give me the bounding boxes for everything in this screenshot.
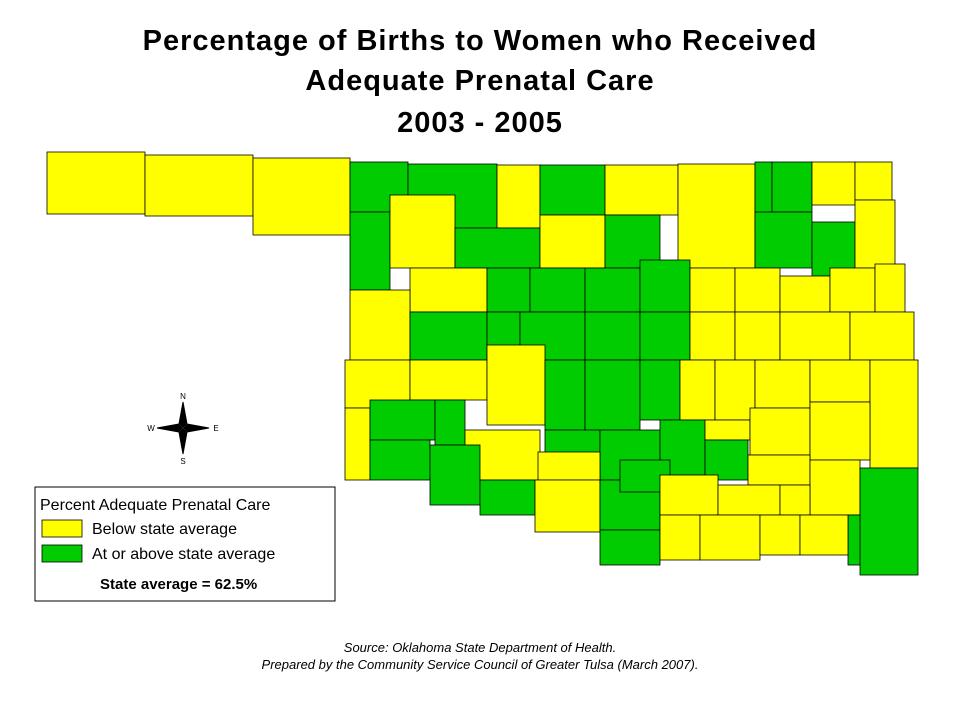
county [779,275,831,313]
county [689,267,736,313]
county [537,451,601,481]
county [539,214,606,269]
county [749,407,811,456]
county [659,474,719,516]
compass-label: S [180,457,185,466]
county [486,344,546,426]
county [604,214,661,269]
county [704,419,751,441]
county [679,359,716,421]
title: Adequate Prenatal Care [305,65,654,97]
county [874,263,906,313]
county [409,267,488,313]
county [599,529,661,566]
county [849,311,915,361]
compass: N W E S [147,392,218,466]
county [689,311,736,361]
county [369,439,431,481]
legend-swatch [41,519,83,538]
county [771,161,813,213]
county [811,161,856,206]
county [584,359,641,431]
legend-note: State average = 62.5% [100,576,257,593]
legend-label: At or above state average [92,546,275,563]
compass-label: W [147,424,155,433]
legend-swatch [41,544,83,563]
county [539,164,606,216]
county [779,484,811,516]
county [409,311,488,361]
county [847,514,861,566]
county [349,289,411,361]
county [252,157,351,236]
county [369,399,436,441]
county [859,467,919,576]
legend-box [34,486,336,602]
compass-rose [183,424,209,432]
map [46,151,919,576]
county [389,194,456,269]
county [46,151,146,215]
county [809,401,871,461]
county [779,311,851,361]
county [747,454,811,486]
county [479,479,536,516]
county [717,484,781,516]
county [434,399,466,446]
county [639,311,691,361]
county [344,407,371,481]
title: Percentage of Births to Women who Receiv… [143,25,818,57]
legend-title: Percent Adequate Prenatal Care [40,497,270,514]
county [734,311,781,361]
county [584,311,641,361]
county [486,267,531,313]
county [584,267,641,313]
county [714,359,756,421]
source: Source: Oklahoma State Department of Hea… [344,640,616,655]
county [544,359,586,431]
county [639,259,691,313]
county [809,459,861,516]
compass-rose [179,402,187,428]
county [429,444,481,506]
county [604,164,679,216]
county [809,359,871,403]
source: Prepared by the Community Service Counci… [262,657,699,672]
county [496,164,541,229]
county [704,439,749,481]
county [829,267,876,313]
county [854,199,896,269]
county [659,514,701,561]
county [734,267,781,313]
compass-label: E [213,424,218,433]
county [144,154,254,217]
county [454,227,541,269]
county [409,359,488,401]
county [854,161,893,201]
county [759,514,801,556]
county [811,221,856,277]
county [699,514,761,561]
county [529,267,586,313]
legend: Percent Adequate Prenatal Care Below sta… [34,486,336,602]
compass-rose [157,424,183,432]
county [639,359,681,421]
county [869,359,919,469]
title: 2003 - 2005 [397,107,563,139]
county [754,359,811,409]
compass-label: N [180,392,186,401]
county [534,479,601,533]
county [677,163,756,269]
compass-rose [179,428,187,454]
county [754,211,813,269]
county [799,514,849,556]
county [349,211,391,291]
legend-label: Below state average [92,521,237,538]
